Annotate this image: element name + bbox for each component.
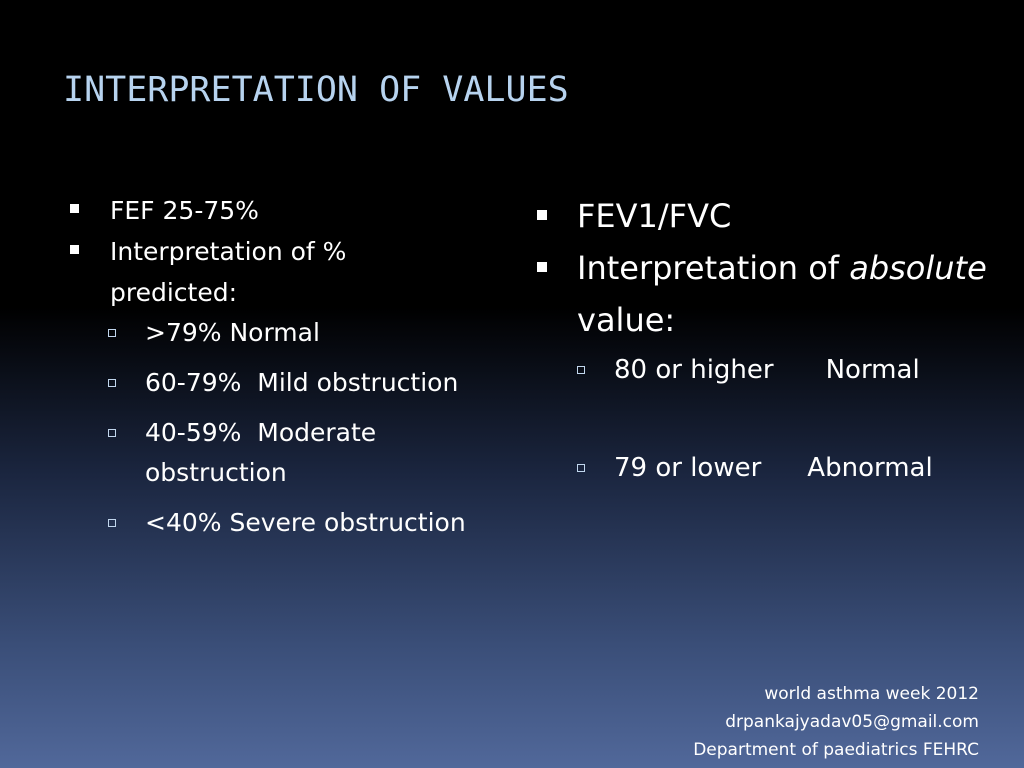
right-subitem-high-result: Normal (825, 355, 920, 385)
slide-title: INTERPRETATION OF VALUES (63, 70, 569, 110)
left-column: FEF 25-75% Interpretation of % predicted… (70, 190, 470, 553)
left-item-interpretation-text: Interpretation of % predicted: (110, 237, 347, 307)
hollow-square-bullet-icon (577, 464, 585, 472)
left-subitem-moderate-text: 40-59% Moderate obstruction (145, 418, 385, 487)
square-bullet-icon (70, 245, 79, 254)
right-sublist: 80 or higher Normal 79 or lower Abnormal (577, 348, 997, 490)
left-subitem-severe: <40% Severe obstruction (108, 503, 470, 543)
square-bullet-icon (537, 210, 547, 220)
square-bullet-icon (70, 204, 79, 213)
footer-email: drpankajyadav05@gmail.com (725, 712, 979, 732)
square-bullet-icon (537, 262, 547, 272)
right-item-interpretation-prefix: Interpretation of (577, 249, 850, 287)
left-item-interpretation: Interpretation of % predicted: >79% Norm… (70, 231, 470, 543)
right-subitem-low: 79 or lower Abnormal (577, 446, 997, 490)
hollow-square-bullet-icon (108, 329, 116, 337)
right-subitem-high-value: 80 or higher (614, 355, 774, 385)
footer-event: world asthma week 2012 (764, 684, 979, 704)
right-item-interpretation-emphasis: absolute (849, 249, 987, 287)
footer-department: Department of paediatrics FEHRC (693, 740, 979, 760)
right-item-fev1-fvc-text: FEV1/FVC (577, 197, 732, 235)
left-subitem-normal: >79% Normal (108, 313, 470, 353)
right-subitem-low-value: 79 or lower (614, 453, 762, 483)
right-item-interpretation-text: Interpretation of absolute value: (577, 249, 997, 339)
left-subitem-severe-text: <40% Severe obstruction (145, 508, 466, 537)
hollow-square-bullet-icon (108, 519, 116, 527)
left-subitem-normal-text: >79% Normal (145, 318, 320, 347)
hollow-square-bullet-icon (108, 429, 116, 437)
right-subitem-high: 80 or higher Normal (577, 348, 997, 392)
hollow-square-bullet-icon (577, 366, 585, 374)
slide-footer: world asthma week 2012 drpankajyadav05@g… (693, 680, 979, 764)
right-item-fev1-fvc: FEV1/FVC (537, 190, 997, 242)
left-item-fef-text: FEF 25-75% (110, 196, 259, 225)
right-column: FEV1/FVC Interpretation of absolute valu… (537, 190, 997, 490)
right-item-interpretation-suffix: value: (577, 249, 997, 339)
left-subitem-mild: 60-79% Mild obstruction (108, 363, 470, 403)
left-subitem-moderate: 40-59% Moderate obstruction (108, 413, 470, 493)
right-item-interpretation: Interpretation of absolute value: 80 or … (537, 242, 997, 490)
hollow-square-bullet-icon (108, 379, 116, 387)
left-item-fef: FEF 25-75% (70, 190, 470, 231)
left-subitem-mild-text: 60-79% Mild obstruction (145, 368, 459, 397)
right-subitem-low-result: Abnormal (807, 453, 933, 483)
left-sublist: >79% Normal 60-79% Mild obstruction 40-5… (108, 313, 470, 543)
